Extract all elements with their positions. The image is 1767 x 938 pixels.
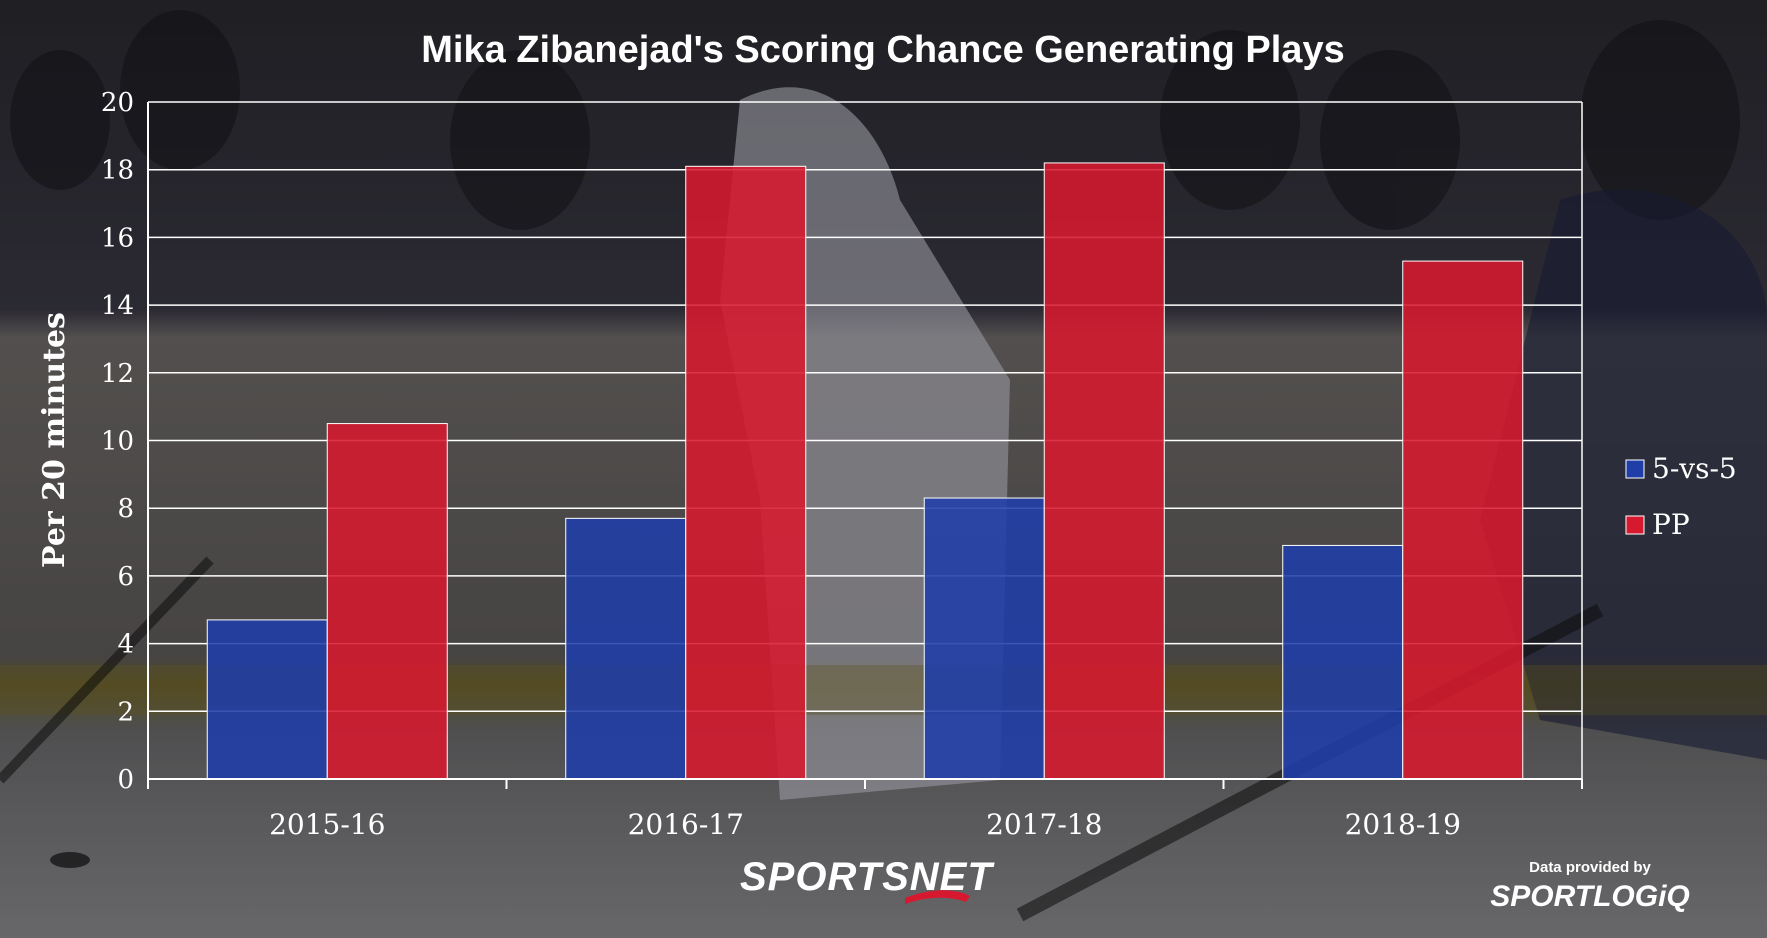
- y-tick-label: 14: [101, 291, 134, 321]
- data-provided-by-text: Data provided by: [1529, 859, 1651, 876]
- bar-pp-2017-18: [1043, 162, 1165, 780]
- legend-label: 5-vs-5: [1652, 452, 1737, 485]
- bar-5-vs-5-2015-16: [206, 619, 328, 780]
- bar-5-vs-5-2017-18: [923, 497, 1045, 780]
- sportlogiq-logo-text: SPORTLOGiQ: [1490, 880, 1689, 913]
- y-tick-label: 16: [101, 223, 134, 253]
- x-tick-label: 2015-16: [269, 808, 385, 841]
- y-tick-label: 2: [117, 697, 134, 727]
- bar-pp-2018-19: [1402, 260, 1524, 780]
- legend: 5-vs-5 PP: [1625, 452, 1737, 541]
- data-credit: Data provided by SPORTLOGiQ: [1490, 859, 1689, 913]
- bar-5-vs-5-2018-19: [1282, 544, 1404, 780]
- axes: [147, 102, 1583, 789]
- legend-label: PP: [1652, 508, 1690, 541]
- bar-pp-2015-16: [326, 423, 448, 780]
- y-tick-labels: 0 2 4 6 8 10 12 14 16 18 20: [101, 88, 134, 795]
- sportsnet-swoosh-icon: [905, 890, 970, 904]
- y-tick-label: 4: [117, 630, 134, 660]
- bars: [206, 162, 1524, 780]
- x-tick-label: 2016-17: [628, 808, 744, 841]
- y-tick-label: 10: [101, 427, 134, 457]
- legend-swatch: [1625, 515, 1645, 535]
- chart-title: Mika Zibanejad's Scoring Chance Generati…: [421, 29, 1344, 71]
- y-tick-label: 6: [117, 562, 134, 592]
- y-tick-label: 20: [101, 88, 134, 118]
- x-tick-labels: 2015-16 2016-17 2017-18 2018-19: [269, 808, 1461, 841]
- y-tick-label: 12: [101, 359, 134, 389]
- x-tick-label: 2018-19: [1345, 808, 1461, 841]
- y-axis-label: Per 20 minutes: [37, 312, 72, 568]
- bar-pp-2016-17: [685, 165, 807, 780]
- legend-swatch: [1625, 459, 1645, 479]
- x-tick-label: 2017-18: [986, 808, 1102, 841]
- bar-5-vs-5-2016-17: [565, 517, 687, 780]
- y-tick-label: 18: [101, 156, 134, 186]
- y-tick-label: 8: [117, 494, 134, 524]
- sportsnet-logo: SPORTSNET: [740, 855, 994, 904]
- y-tick-label: 0: [117, 765, 134, 795]
